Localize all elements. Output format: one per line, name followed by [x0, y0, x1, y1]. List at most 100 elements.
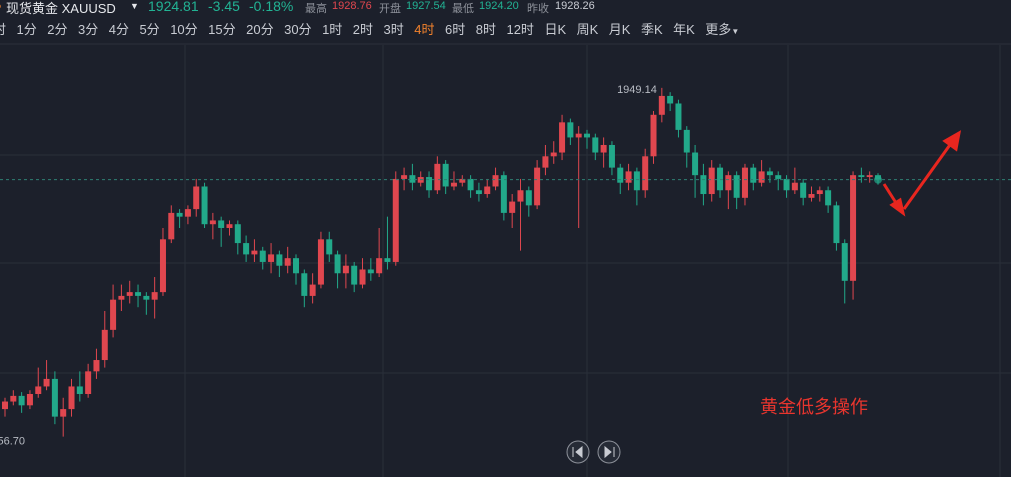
- candle-body: [35, 386, 42, 394]
- timeframe-button[interactable]: 1时: [322, 22, 343, 37]
- candle-body: [608, 144, 615, 168]
- candle-body: [101, 329, 108, 361]
- candle-body: [226, 224, 233, 228]
- candle-body: [625, 171, 632, 183]
- timeframe-button[interactable]: 3时: [383, 22, 404, 37]
- timeframe-button[interactable]: 4时: [414, 22, 435, 37]
- candle-body: [401, 175, 408, 179]
- timeframe-button[interactable]: 4分: [108, 22, 129, 37]
- candle-body: [683, 129, 690, 153]
- arrow-line: [902, 141, 954, 210]
- candle-body: [367, 269, 374, 274]
- candle-body: [733, 175, 740, 198]
- candle-body: [534, 167, 541, 206]
- candle-body: [492, 175, 499, 187]
- timeframe-button[interactable]: 周K: [576, 22, 599, 37]
- candle-body: [467, 178, 474, 191]
- timeframe-button[interactable]: 15分: [208, 22, 236, 37]
- timeframe-button[interactable]: 8时: [475, 22, 496, 37]
- timeframe-button[interactable]: 更多▼: [705, 22, 740, 37]
- candle-body: [268, 254, 275, 262]
- timeframe-button[interactable]: 5分: [139, 22, 160, 37]
- candle-body: [484, 186, 491, 195]
- candle-body: [434, 163, 441, 191]
- candle-body: [633, 171, 640, 191]
- candle-body: [276, 254, 283, 266]
- timeframe-button[interactable]: 20分: [246, 22, 274, 37]
- candle-body: [201, 186, 208, 225]
- timeframe-button[interactable]: 2分: [47, 22, 68, 37]
- timeframe-button[interactable]: 季K: [640, 22, 663, 37]
- min-label: 1856.70: [0, 436, 25, 448]
- candle-body: [708, 167, 715, 195]
- candle-body: [18, 395, 25, 406]
- candle-body: [758, 171, 765, 183]
- timeframe-button[interactable]: 2时: [352, 22, 374, 37]
- candle-body: [259, 250, 266, 262]
- candle-body: [93, 360, 100, 372]
- arrow-head: [889, 197, 906, 217]
- candle-body: [617, 167, 624, 183]
- candle-body: [243, 243, 250, 255]
- candle-body: [43, 378, 50, 387]
- candle-body: [151, 292, 158, 300]
- timeframe-button[interactable]: 1分: [16, 22, 37, 37]
- candle-body: [118, 295, 125, 300]
- candle-body: [143, 295, 150, 300]
- candle-body: [168, 212, 175, 240]
- timeframe-button[interactable]: 3分: [77, 22, 99, 37]
- timeframe-toolbar: 时 1分 2分 3分 4分 5分 10分 15分 20分 30分 1时 2时 3时 4时 6时 8时 12时日K…: [0, 19, 739, 37]
- candle-body: [700, 175, 707, 195]
- candle-body: [567, 122, 574, 138]
- annotation: 黄金低多操作: [760, 397, 868, 417]
- candle-body: [459, 178, 466, 183]
- candle-body: [783, 178, 790, 191]
- candle-body: [717, 167, 724, 191]
- timeframe-button[interactable]: 时: [0, 19, 6, 37]
- timeframe-button[interactable]: 年K: [673, 22, 695, 37]
- candle-body: [68, 386, 75, 410]
- max-label: 1949.14: [617, 84, 657, 96]
- timeframe-button[interactable]: 30分: [284, 22, 312, 37]
- stat-value: 1928.76: [332, 0, 372, 12]
- timeframe-button[interactable]: 月K: [608, 22, 631, 37]
- candle-body: [351, 265, 358, 285]
- candle-body: [301, 273, 308, 296]
- symbol[interactable]: 现货黄金 XAUUSD: [6, 1, 116, 16]
- candle-body: [251, 250, 258, 255]
- candle-body: [658, 95, 665, 115]
- last-price-dot: [874, 175, 882, 184]
- stat-label: 最高: [305, 3, 327, 15]
- candle-body: [159, 239, 166, 293]
- candle-body: [509, 201, 516, 213]
- nav-prev[interactable]: [566, 440, 590, 464]
- nav-next[interactable]: [597, 440, 621, 464]
- candle-body: [2, 401, 8, 410]
- timeframe-button[interactable]: 12时: [506, 22, 534, 37]
- candle-body: [326, 239, 333, 255]
- candle-body: [650, 114, 657, 157]
- dropdown-icon: ▼: [130, 1, 139, 11]
- candle-body: [334, 254, 341, 274]
- timeframe-button[interactable]: 6时: [445, 22, 466, 37]
- candle-body: [542, 156, 549, 168]
- candle-body: [675, 103, 682, 130]
- change: -3.45: [208, 0, 240, 14]
- candle-body: [110, 299, 117, 330]
- icon: ●: [0, 0, 2, 13]
- candle-body: [642, 156, 649, 191]
- timeframe-button[interactable]: 10分: [170, 22, 198, 37]
- candle-body: [500, 175, 507, 213]
- dropdown-icon: ▼: [731, 27, 740, 36]
- candle-body: [26, 393, 33, 406]
- candle-body: [741, 167, 748, 198]
- candle-body: [426, 177, 433, 191]
- timeframe-button[interactable]: 日K: [544, 22, 567, 37]
- nav-icon: [604, 445, 615, 459]
- candle-body: [409, 175, 416, 183]
- candle-body: [135, 292, 142, 296]
- candle-body: [841, 243, 848, 281]
- candles: [0, 87, 1011, 437]
- stat-value: 1924.20: [479, 0, 519, 12]
